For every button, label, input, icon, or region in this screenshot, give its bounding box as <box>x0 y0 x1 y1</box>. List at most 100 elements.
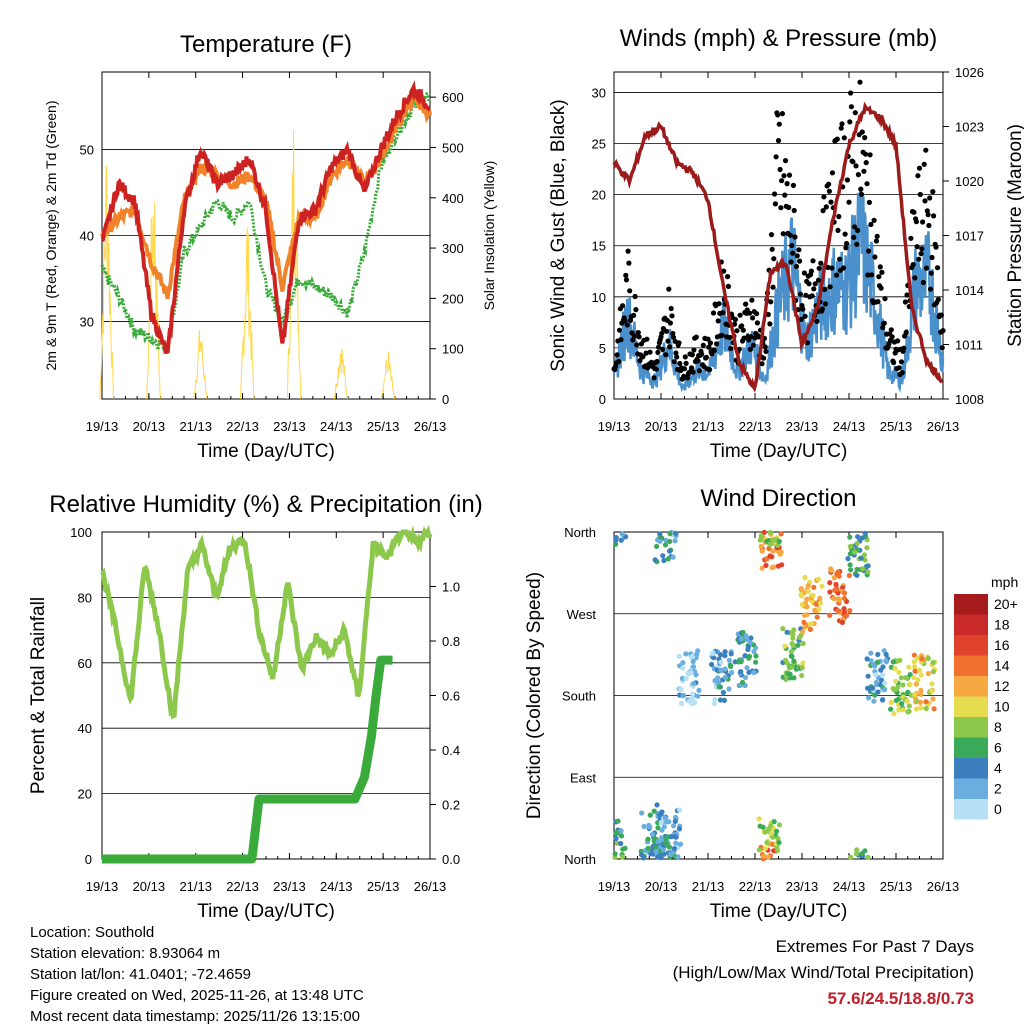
direction-point <box>673 840 679 846</box>
y-tick-label: 0 <box>599 392 606 407</box>
gust-point <box>747 346 753 352</box>
gust-point <box>858 186 864 192</box>
gust-point <box>865 272 871 278</box>
gust-point <box>808 268 815 274</box>
direction-point <box>827 589 833 595</box>
direction-point <box>848 567 854 573</box>
gust-point <box>902 299 909 305</box>
direction-point <box>900 707 906 713</box>
x-tick-label: 26/13 <box>927 419 960 434</box>
direction-point <box>756 816 762 822</box>
gust-point <box>920 279 927 286</box>
x-tick-label: 26/13 <box>414 879 447 894</box>
gust-point <box>848 90 854 96</box>
gust-point <box>623 277 630 283</box>
direction-point <box>622 845 628 851</box>
direction-point <box>917 699 924 706</box>
gust-point <box>711 347 717 353</box>
gust-point <box>732 316 739 323</box>
direction-point <box>854 847 860 853</box>
gust-point <box>844 240 850 247</box>
gust-point <box>923 265 930 271</box>
direction-point <box>868 650 874 656</box>
direction-point <box>900 682 906 688</box>
gust-point <box>796 247 802 253</box>
gust-point <box>895 338 901 344</box>
direction-point <box>652 557 658 563</box>
series-total-precipitation <box>102 655 393 864</box>
direction-point <box>657 538 663 544</box>
direction-point <box>852 549 858 555</box>
y2-tick-label: 0.6 <box>442 689 460 704</box>
station-info: Location: Southold Station elevation: 8.… <box>30 922 364 1027</box>
y-tick-label: 15 <box>592 239 606 254</box>
x-axis-label: Time (Day/UTC) <box>197 441 335 462</box>
direction-point <box>776 822 783 828</box>
gust-point <box>703 354 710 360</box>
gust-point <box>649 359 655 365</box>
direction-point <box>677 841 684 847</box>
gust-point <box>737 312 743 318</box>
direction-point <box>888 706 894 712</box>
direction-point <box>799 672 805 679</box>
y2-tick-label: 300 <box>442 241 464 256</box>
direction-point <box>619 854 626 860</box>
direction-point <box>912 691 918 698</box>
direction-point <box>891 711 897 717</box>
direction-point <box>847 543 853 550</box>
gust-point <box>790 182 797 188</box>
direction-point <box>812 607 818 614</box>
gust-point <box>917 191 923 198</box>
gust-point <box>851 224 858 230</box>
direction-point <box>672 814 679 821</box>
direction-point <box>847 562 853 568</box>
direction-point <box>931 706 937 712</box>
direction-point <box>659 827 665 833</box>
direction-point <box>930 696 936 702</box>
direction-point <box>618 537 624 543</box>
gust-point <box>614 352 620 358</box>
colorbar-unit: mph <box>991 574 1018 590</box>
direction-point <box>817 595 823 601</box>
x-tick-label: 26/13 <box>414 419 447 434</box>
gust-point <box>792 234 798 240</box>
gust-point <box>754 311 760 317</box>
recent-text: Most recent data timestamp: 2025/11/26 1… <box>30 1008 360 1025</box>
y2-tick-label: 0 <box>442 392 449 407</box>
gust-point <box>671 359 677 365</box>
gust-point <box>634 342 640 348</box>
series-2m-td <box>100 91 431 354</box>
y-axis-label: Direction (Colored By Speed) <box>524 572 545 819</box>
direction-point <box>618 840 624 847</box>
direction-point <box>762 845 768 851</box>
gust-point <box>819 306 826 312</box>
gust-point <box>616 327 623 333</box>
gust-point <box>844 177 851 183</box>
colorbar-label: 20+ <box>994 596 1018 612</box>
gust-point <box>915 173 921 179</box>
direction-point <box>784 629 790 635</box>
direction-point <box>800 660 806 666</box>
direction-point <box>690 691 696 697</box>
gust-point <box>685 375 691 381</box>
gust-point <box>714 341 720 347</box>
direction-point <box>655 825 661 831</box>
direction-point <box>918 672 924 678</box>
direction-point <box>915 677 921 683</box>
gust-point <box>882 296 888 302</box>
direction-point <box>768 830 775 836</box>
direction-point <box>776 538 782 545</box>
colorbar-swatch <box>954 614 988 635</box>
x-tick-label: 24/13 <box>833 879 866 894</box>
direction-point <box>770 834 776 840</box>
x-tick-label: 19/13 <box>86 419 119 434</box>
direction-point <box>861 552 868 558</box>
gust-point <box>707 367 713 373</box>
direction-point <box>896 707 902 713</box>
y2-tick-label: 0.4 <box>442 743 460 758</box>
direction-point <box>890 659 896 665</box>
x-axis-label: Time (Day/UTC) <box>710 901 848 922</box>
direction-point <box>778 531 784 537</box>
gust-point <box>876 274 882 280</box>
gust-point <box>673 350 679 356</box>
